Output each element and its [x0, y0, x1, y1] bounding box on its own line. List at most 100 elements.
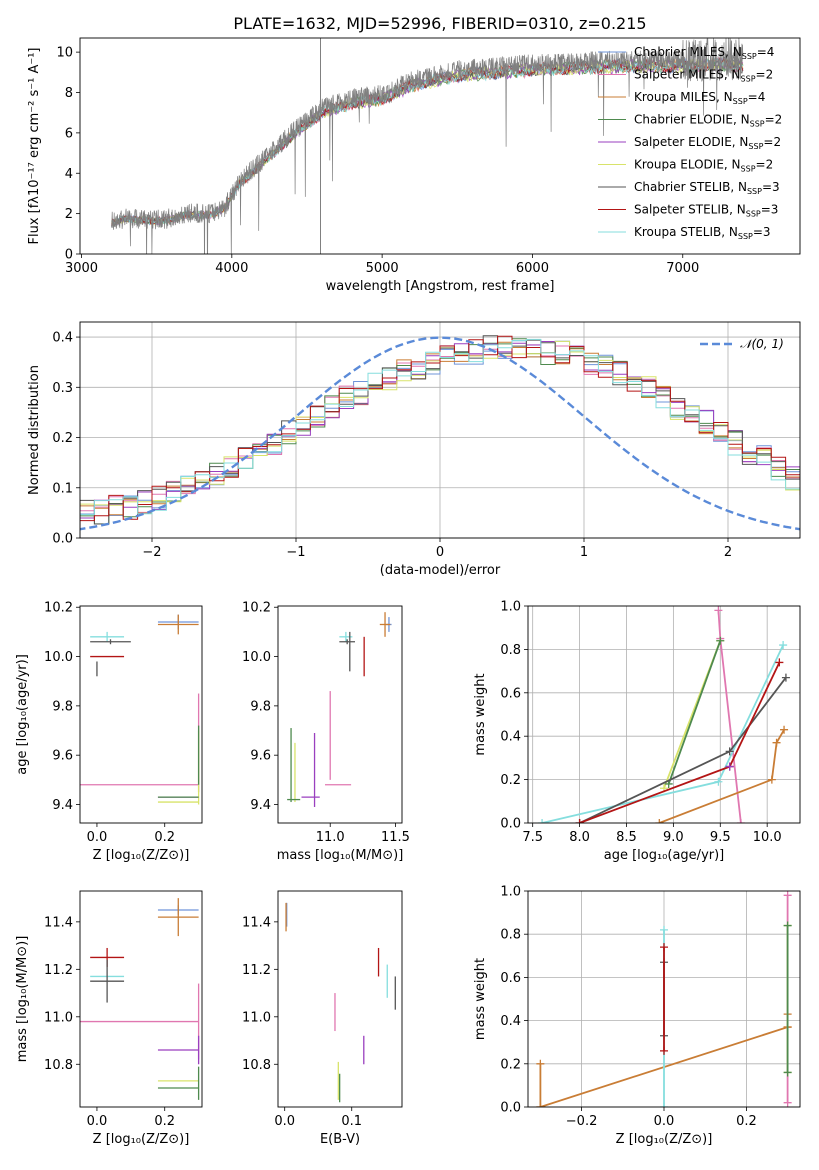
y-tick-label: 0: [65, 248, 73, 263]
x-tick-label: 11.0: [316, 830, 345, 845]
residual-histogram: [80, 338, 800, 516]
plot-area: [285, 902, 396, 1103]
x-tick-label: 0.0: [274, 1114, 295, 1129]
panel-age_vs_mass: 11.0 11.5 9.4 9.6 9.8 10.0 10.2 mass [log₁₀(M/M…: [242, 601, 410, 863]
x-tick-label: 8.5: [616, 830, 637, 845]
y-tick-label: 0.8: [500, 643, 521, 658]
x-tick-label: 11.5: [381, 830, 410, 845]
y-tick-label: 11.2: [44, 963, 73, 978]
residual-histogram: [80, 341, 800, 516]
plot-area: [287, 612, 392, 807]
y-tick-label: 0.3: [52, 381, 73, 396]
x-tick-label: −1: [286, 545, 305, 560]
x-axis-label: Z [log₁₀(Z/Z⊙)]: [93, 848, 190, 863]
weight-marker: [575, 819, 584, 823]
axes-frame: [79, 605, 203, 824]
weight-marker: [783, 891, 792, 900]
x-tick-label: 0: [436, 545, 444, 560]
error-bar-point: [90, 631, 125, 642]
plot-area: [80, 335, 800, 531]
y-axis-label: mass weight: [473, 673, 488, 755]
y-tick-label: 10.8: [44, 1058, 73, 1073]
y-tick-label: 2: [65, 207, 73, 222]
x-tick-label: 0.0: [654, 1114, 675, 1129]
weight-marker: [783, 1068, 792, 1077]
x-tick-label: 3000: [65, 261, 98, 276]
legend-entry: Salpeter STELIB, NSSP=3: [634, 203, 778, 219]
x-tick-label: 0.1: [341, 1114, 362, 1129]
axes-frame: [527, 605, 801, 824]
weight-marker: [779, 641, 788, 650]
y-tick-label: 0.4: [52, 331, 73, 346]
weight-marker: [725, 747, 734, 756]
y-tick-label: 11.0: [242, 1010, 271, 1025]
y-tick-label: 11.2: [242, 963, 271, 978]
x-axis-label: wavelength [Angstrom, rest frame]: [326, 279, 555, 294]
x-tick-label: 0.2: [736, 1114, 757, 1129]
y-tick-label: 10.2: [44, 601, 73, 616]
axes-frame: [79, 37, 801, 255]
legend: Chabrier MILES, NSSP=4 Salpeter MILES, NS…: [598, 45, 782, 241]
error-bar-point: [339, 639, 356, 645]
y-tick-label: 1.0: [500, 885, 521, 900]
y-tick-label: 9.6: [52, 749, 73, 764]
data-spectrum-line: [111, 38, 744, 254]
legend-entry: Chabrier STELIB, NSSP=3: [634, 180, 780, 196]
weight-marker: [714, 777, 723, 786]
y-tick-label: 0.2: [500, 773, 521, 788]
figure-title: PLATE=1632, MJD=52996, FIBERID=0310, z=0…: [233, 14, 646, 33]
axes-frame: [277, 605, 403, 824]
weight-marker: [660, 943, 668, 952]
y-tick-label: 0.4: [500, 1014, 521, 1029]
panel-age_vs_Z: 0.0 0.2 9.4 9.6 9.8 10.0 10.2 Z [log₁₀(Z/Z⊙)] ag…: [15, 601, 203, 863]
weight-marker: [536, 1103, 545, 1107]
axes-frame: [527, 890, 801, 1108]
weight-line: [579, 662, 781, 823]
y-tick-label: 0.0: [500, 817, 521, 832]
panel-mass_vs_EBV: 0.0 0.1 10.8 11.0 11.2 11.4 E(B-V): [242, 890, 403, 1147]
weight-marker: [725, 762, 734, 771]
weight-marker: [538, 819, 547, 823]
plot-area: [80, 614, 200, 805]
y-tick-label: 9.8: [52, 699, 73, 714]
legend: 𝒩(0, 1): [700, 337, 784, 351]
weight-marker: [655, 819, 664, 823]
residual-histogram: [80, 338, 800, 527]
y-tick-label: 9.4: [52, 798, 73, 813]
x-tick-label: 10.0: [753, 830, 782, 845]
error-bar-point: [157, 614, 199, 635]
weight-line: [541, 644, 784, 823]
y-tick-label: 8: [65, 86, 73, 101]
weight-marker: [772, 738, 781, 747]
x-axis-label: age [log₁₀(age/yr)]: [604, 848, 725, 863]
x-axis-label: (data-model)/error: [380, 563, 501, 578]
error-bar-point: [339, 631, 353, 642]
plot-area: [111, 38, 744, 254]
legend-entry: Kroupa MILES, NSSP=4: [634, 90, 765, 106]
y-tick-label: 11.4: [44, 915, 73, 930]
weight-marker: [781, 673, 790, 682]
y-tick-label: 0.2: [500, 1057, 521, 1072]
y-axis-label: mass [log₁₀(M/M⊙)]: [15, 936, 30, 1063]
y-tick-label: 0.8: [500, 928, 521, 943]
axes-frame: [277, 890, 403, 1108]
legend-entry: Salpeter MILES, NSSP=2: [634, 68, 773, 84]
y-axis-label: age [log₁₀(age/yr)]: [15, 654, 30, 775]
weight-marker: [783, 921, 792, 930]
weight-marker: [536, 1059, 545, 1068]
y-tick-label: 0.6: [500, 971, 521, 986]
residual-histogram: [80, 335, 800, 525]
x-tick-label: 6000: [516, 261, 549, 276]
y-tick-label: 0.0: [52, 532, 73, 547]
x-axis-label: Z [log₁₀(Z/Z⊙)]: [93, 1132, 190, 1147]
y-tick-label: 0.1: [52, 481, 73, 496]
legend-entry: Kroupa ELODIE, NSSP=2: [634, 158, 773, 174]
x-tick-label: −2: [142, 545, 161, 560]
y-tick-label: 11.4: [242, 915, 271, 930]
weight-marker: [767, 775, 776, 784]
y-axis-label: Flux [fλ10⁻¹⁷ erg cm⁻² s⁻¹ A⁻¹]: [27, 48, 42, 245]
axes-frame: [79, 321, 801, 539]
weight-marker: [783, 1098, 792, 1107]
weight-line: [667, 640, 722, 785]
